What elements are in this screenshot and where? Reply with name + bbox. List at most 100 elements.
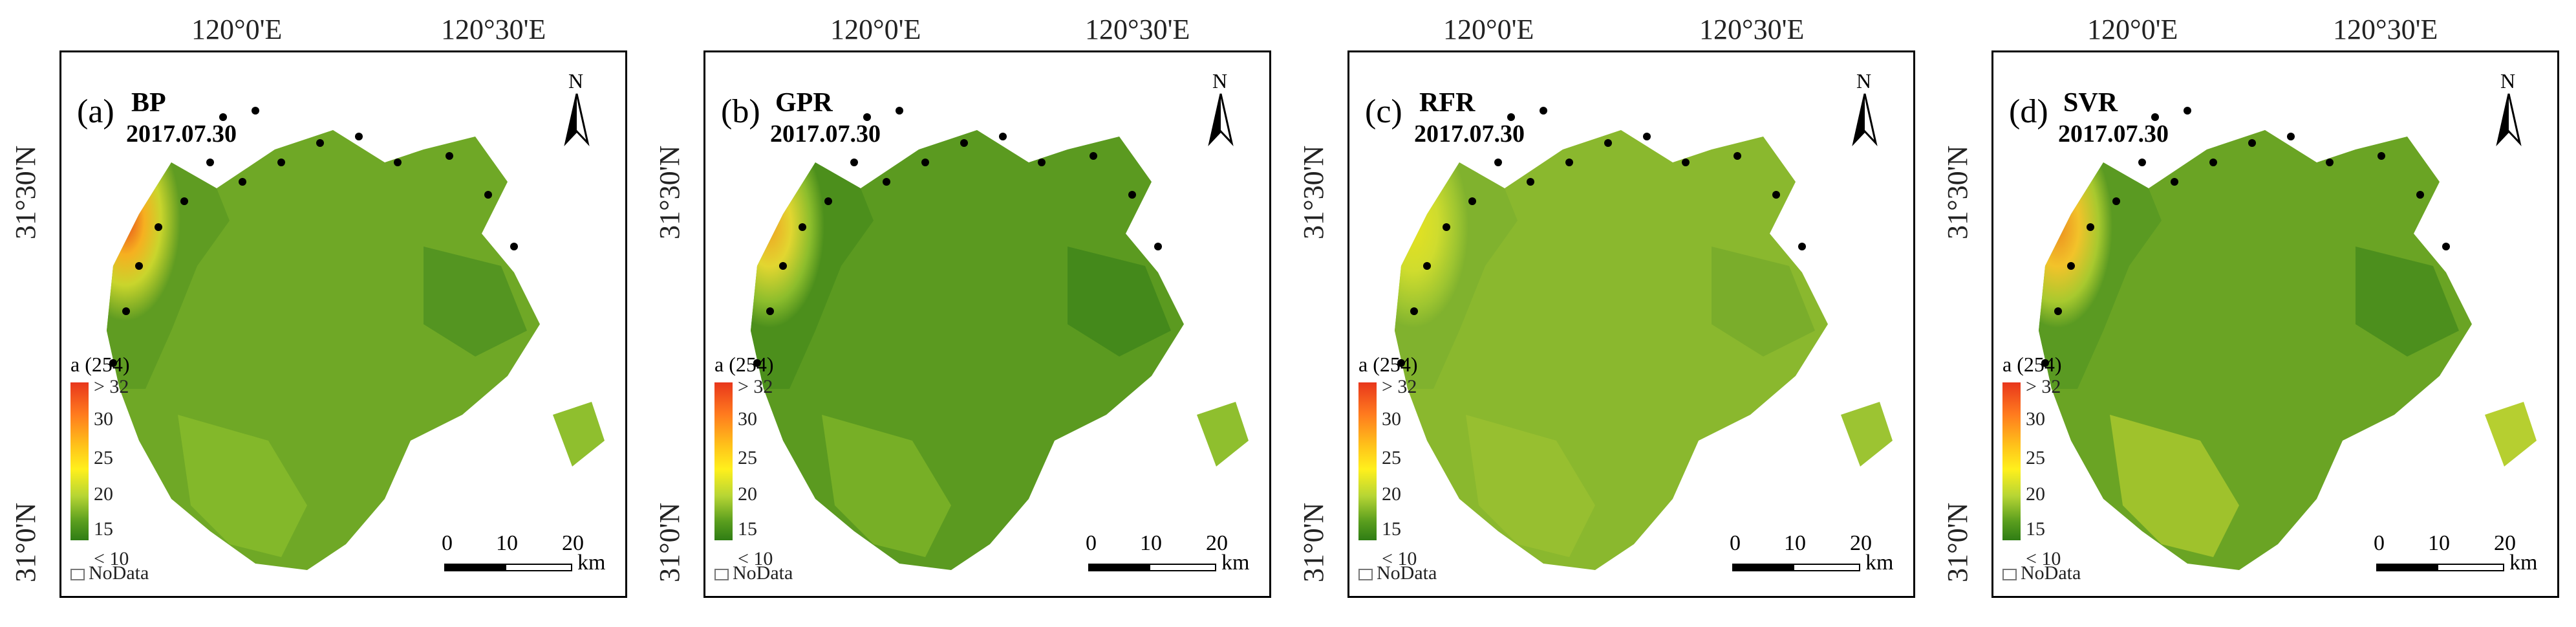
legend-title: a (254) [714,353,774,376]
lake-east-patch [1068,247,1171,357]
scale-label: 20 [2494,531,2516,555]
scale-bar-segment [1732,564,1794,571]
panel-b: 120°0'E 120°30'E 31°30'N 31°0'N [644,0,1288,627]
panel-date: 2017.07.30 [126,120,237,148]
nodata-label: NoData [2021,562,2081,584]
legend-tick: 20 [94,483,113,505]
scale-label: 20 [1206,531,1228,555]
lake-islands [1841,402,1893,467]
scale-bar-segment [1088,564,1150,571]
lon-label-left: 120°0'E [1443,14,1534,45]
lake-west-shore [2039,162,2162,389]
scale-label: 0 [1086,531,1097,555]
lon-label-right: 120°30'E [2333,14,2438,45]
scale-unit: km [1221,551,1250,575]
panel-a: 120°0'E 120°30'E 31°30'N 31°0'N [0,0,644,627]
legend-tick: 30 [1382,408,1401,430]
north-arrow-icon: N [2486,69,2531,149]
lon-label-right: 120°30'E [441,14,546,45]
panel-letter: (b) [721,93,760,130]
lake-south-patch [2110,415,2239,557]
lake-map [107,107,605,570]
lake-south-patch [178,415,307,557]
scale-bar-segment [505,564,572,571]
legend-colorbar [1358,382,1377,540]
lake-map [1395,107,1893,570]
legend-tick: 25 [94,447,113,468]
lon-label-right: 120°30'E [1699,14,1805,45]
scale-label: 10 [1140,531,1162,555]
lake-east-patch [1712,247,1815,357]
legend-tick: 15 [1382,518,1401,540]
nodata-label: NoData [1377,562,1437,584]
lake-east-patch [424,247,527,357]
panel-date: 2017.07.30 [770,120,881,148]
scale-unit: km [577,551,606,575]
scale-label: 10 [2428,531,2450,555]
nodata-label: NoData [89,562,149,584]
scale-label: 0 [442,531,453,555]
lake-south-patch [822,415,951,557]
legend-tick: > 32 [2026,376,2061,397]
legend-tick: 30 [94,408,113,430]
nodata-swatch [714,569,729,580]
lon-label-left: 120°0'E [2087,14,2178,45]
legend-tick: 15 [2026,518,2045,540]
lat-label-bottom: 31°0'N [654,502,685,582]
lon-label-left: 120°0'E [830,14,921,45]
lake-south-patch [1466,415,1595,557]
legend-tick: < 10 [1382,548,1417,569]
legend-title: a (254) [2002,353,2062,376]
legend-tick: 20 [738,483,757,505]
legend-tick: 25 [1382,447,1401,468]
legend-tick: 15 [94,518,113,540]
panel-d: 120°0'E 120°30'E 31°30'N 31°0'N [1932,0,2576,627]
legend-colorbar [70,382,89,540]
nodata-swatch [1358,569,1373,580]
legend-tick: > 32 [1382,376,1417,397]
lake-islands [2485,402,2537,467]
legend-tick: 20 [1382,483,1401,505]
lake-west-shore [1395,162,1518,389]
legend-tick: 30 [2026,408,2045,430]
lake-west-shore [751,162,874,389]
map-frame: (b) GPR 2017.07.30 N a (254) > 32 30 25 … [703,50,1271,598]
panel-model: SVR [2063,88,2118,118]
panel-date: 2017.07.30 [2058,120,2169,148]
scale-label: 0 [1730,531,1741,555]
lake-map [751,107,1249,570]
legend-tick: > 32 [738,376,773,397]
map-frame: (a) BP 2017.07.30 N a (254) > 32 30 25 2… [59,50,627,598]
lake-east-patch [2356,247,2459,357]
legend-colorbar [2002,382,2021,540]
scale-label: 10 [1784,531,1806,555]
panel-letter: (a) [77,93,114,130]
panel-model: GPR [775,88,833,118]
lon-label-right: 120°30'E [1085,14,1190,45]
legend-tick: 25 [738,447,757,468]
legend-title: a (254) [1358,353,1418,376]
panel-letter: (d) [2009,93,2048,130]
nodata-swatch [2002,569,2017,580]
scale-bar-segment [2376,564,2438,571]
lake-map [2039,107,2537,570]
lon-label-left: 120°0'E [191,14,283,45]
scale-label: 20 [562,531,584,555]
panel-letter: (c) [1365,93,1402,130]
scale-label: 0 [2374,531,2385,555]
lat-label-bottom: 31°0'N [10,502,41,582]
lake-islands [1197,402,1249,467]
legend-tick: < 10 [738,548,773,569]
scale-label: 10 [496,531,518,555]
scale-unit: km [1865,551,1894,575]
legend-title: a (254) [70,353,130,376]
north-arrow-icon: N [1842,69,1887,149]
legend-tick: 25 [2026,447,2045,468]
legend-tick: > 32 [94,376,129,397]
legend-tick: 15 [738,518,757,540]
legend-tick: 30 [738,408,757,430]
scale-unit: km [2509,551,2538,575]
legend-tick: < 10 [94,548,129,569]
lake-islands [553,402,605,467]
scale-label: 20 [1850,531,1872,555]
